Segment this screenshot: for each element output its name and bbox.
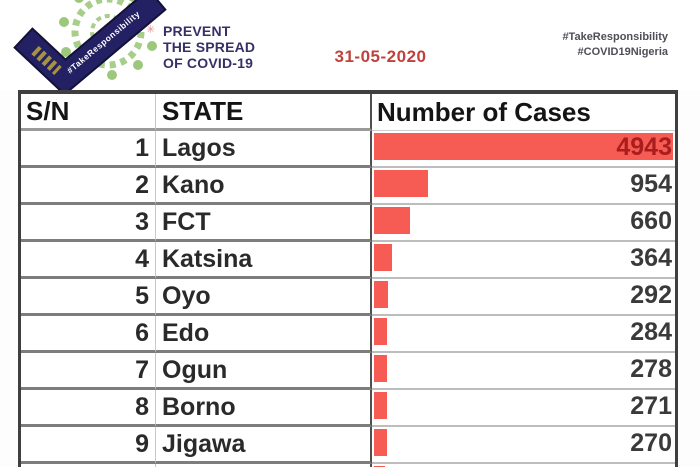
table-header-row: S/N STATE Number of Cases (21, 94, 675, 131)
state-cell: FCT (156, 205, 372, 242)
sn-cell: 7 (21, 353, 156, 390)
table-row: 9 Jigawa 270 (21, 427, 675, 464)
case-value: 660 (630, 207, 672, 235)
column-header-sn: S/N (21, 94, 156, 131)
cases-cell: 660 (372, 205, 675, 242)
campaign-slogan-line: PREVENT (163, 23, 231, 39)
state-cell: Edo (156, 316, 372, 353)
case-value: 954 (630, 170, 672, 198)
sn-cell: 8 (21, 390, 156, 427)
case-value: 284 (630, 318, 672, 346)
check-banner: #TakeResponsibility (13, 0, 167, 92)
case-bar (374, 281, 388, 308)
sparkle-icon: ✳ (146, 24, 155, 36)
cases-cell: 270 (372, 427, 675, 464)
sn-cell: 6 (21, 316, 156, 353)
sn-cell: 4 (21, 242, 156, 279)
report-date: 31-05-2020 (334, 47, 427, 66)
header: #TakeResponsibility ✳ PREVENT THE SPREAD… (0, 0, 700, 92)
sn-cell: 1 (21, 131, 156, 168)
sn-cell: 3 (21, 205, 156, 242)
case-bar (374, 429, 387, 456)
cases-cell: 292 (372, 279, 675, 316)
case-bar (374, 244, 393, 271)
cases-cell: 364 (372, 242, 675, 279)
sn-cell: 9 (21, 427, 156, 464)
check-short-arm-accent (31, 45, 62, 76)
state-cell: Ogun (156, 353, 372, 390)
campaign-slogan-line: THE SPREAD (163, 39, 256, 55)
cases-cell: 4943 (372, 131, 675, 168)
case-bar (374, 207, 411, 234)
cases-table: S/N STATE Number of Cases 1 Lagos 4943 2… (18, 90, 678, 467)
cases-cell: 271 (372, 390, 675, 427)
case-value: 364 (630, 244, 672, 272)
take-responsibility-logo: #TakeResponsibility ✳ (13, 0, 167, 92)
state-cell: Jigawa (156, 427, 372, 464)
column-header-state: STATE (156, 94, 372, 131)
case-value: 292 (630, 281, 672, 309)
hashtag-covid19-nigeria: #COVID19Nigeria (577, 46, 668, 58)
case-bar (374, 392, 387, 419)
table-row: 1 Lagos 4943 (21, 131, 675, 168)
case-value: 270 (630, 429, 672, 457)
campaign-slogan: PREVENT THE SPREAD OF COVID-19 (163, 23, 255, 71)
state-cell: Lagos (156, 131, 372, 168)
table-row: 8 Borno 271 (21, 390, 675, 427)
table-row: 4 Katsina 364 (21, 242, 675, 279)
case-value: 4943 (616, 133, 672, 161)
table-rows: 1 Lagos 4943 2 Kano 954 3 FCT 660 4 Kats… (21, 131, 675, 467)
state-cell: Katsina (156, 242, 372, 279)
case-bar (374, 133, 673, 160)
case-value: 271 (630, 392, 672, 420)
column-header-cases: Number of Cases (372, 94, 675, 131)
cases-cell: 954 (372, 168, 675, 205)
table-row: 3 FCT 660 (21, 205, 675, 242)
case-bar (374, 355, 388, 382)
hashtag-block: #TakeResponsibility #COVID19Nigeria (562, 30, 668, 60)
case-bar (374, 318, 388, 345)
state-cell: Oyo (156, 279, 372, 316)
state-cell: Borno (156, 390, 372, 427)
cases-cell: 284 (372, 316, 675, 353)
table-row: 5 Oyo 292 (21, 279, 675, 316)
sn-cell: 2 (21, 168, 156, 205)
case-bar (374, 170, 429, 197)
sn-cell: 5 (21, 279, 156, 316)
case-value: 278 (630, 355, 672, 383)
state-cell (156, 464, 372, 467)
table-row: 7 Ogun 278 (21, 353, 675, 390)
campaign-slogan-line: OF COVID-19 (163, 55, 254, 71)
hashtag-take-responsibility: #TakeResponsibility (562, 31, 668, 43)
table-row: 6 Edo 284 (21, 316, 675, 353)
cases-cell: 278 (372, 353, 675, 390)
state-cell: Kano (156, 168, 372, 205)
table-row: 2 Kano 954 (21, 168, 675, 205)
